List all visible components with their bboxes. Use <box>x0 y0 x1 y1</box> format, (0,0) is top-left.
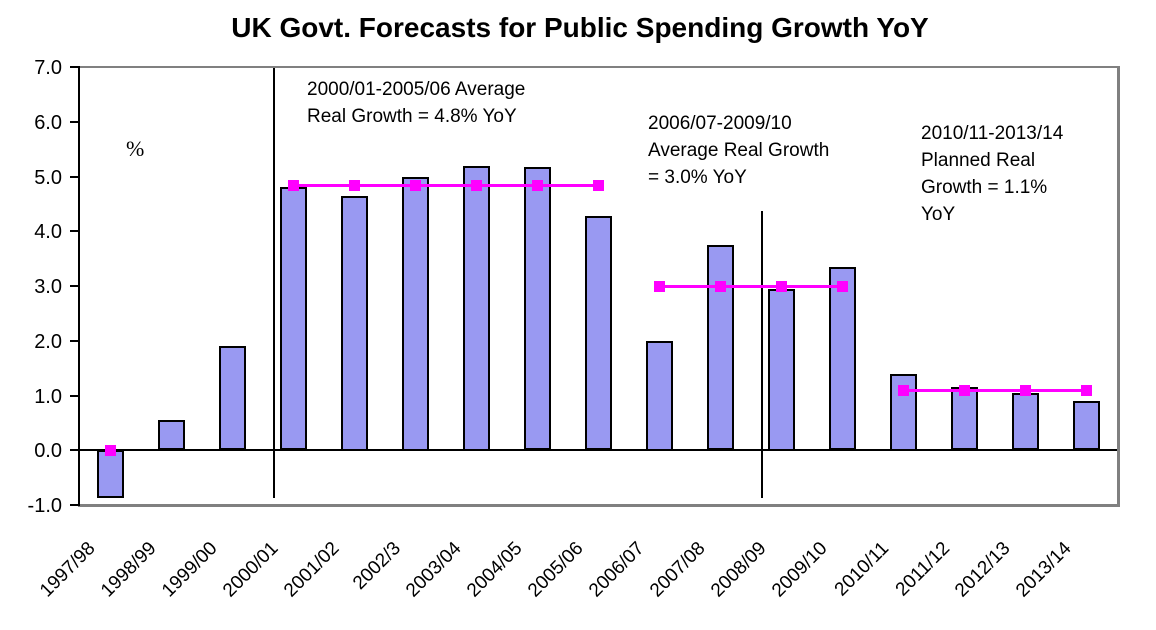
bar-2011-12 <box>951 387 978 450</box>
bar-2009-10 <box>829 267 856 450</box>
plot-frame-right <box>1117 66 1120 507</box>
average-marker <box>349 180 360 191</box>
y-axis-tick <box>70 66 78 68</box>
x-tick-label: 2011/12 <box>891 538 954 601</box>
average-line <box>904 389 1087 392</box>
y-axis-line <box>78 66 80 506</box>
average-marker <box>776 281 787 292</box>
x-tick-label: 2013/14 <box>1012 538 1076 602</box>
y-tick-label: 3.0 <box>34 276 62 298</box>
bar-2013-14 <box>1073 401 1100 450</box>
average-marker <box>715 281 726 292</box>
bar-2005-06 <box>585 216 612 450</box>
x-tick-label: 2000/01 <box>219 538 283 602</box>
x-tick-label: 2007/08 <box>646 538 710 602</box>
average-line <box>294 184 599 187</box>
average-marker <box>898 385 909 396</box>
y-tick-label: -1.0 <box>27 495 62 517</box>
bar-2012-13 <box>1012 393 1039 450</box>
x-tick-label: 2002/3 <box>348 538 405 594</box>
x-tick-label: 2004/05 <box>463 538 527 602</box>
x-tick-label: 1997/98 <box>36 538 100 602</box>
x-tick-label: 2003/04 <box>402 538 466 602</box>
period-separator-line <box>273 68 275 498</box>
bar-2001-02 <box>341 196 368 451</box>
period-annotation-2006-2009: 2006/07-2009/10 Average Real Growth = 3.… <box>648 113 830 188</box>
y-tick-label: 6.0 <box>34 112 62 134</box>
y-axis-tick <box>70 176 78 178</box>
x-axis-zero-line <box>80 449 1117 451</box>
bar-2000-01 <box>280 187 307 450</box>
bar-1997-98 <box>97 450 124 498</box>
y-axis-tick <box>70 121 78 123</box>
x-tick-label: 2009/10 <box>768 538 832 602</box>
plot-frame-bottom <box>78 504 1120 507</box>
y-axis-tick <box>70 285 78 287</box>
bar-1998-99 <box>158 420 185 450</box>
y-tick-label: 0.0 <box>34 440 62 462</box>
bar-2002-3 <box>402 177 429 451</box>
chart-title: UK Govt. Forecasts for Public Spending G… <box>231 12 929 43</box>
x-tick-label: 2008/09 <box>707 538 771 602</box>
bar-2004-05 <box>524 167 551 450</box>
y-axis-tick <box>70 230 78 232</box>
y-tick-label: 1.0 <box>34 386 62 408</box>
y-tick-label: 2.0 <box>34 331 62 353</box>
period-separator-line <box>761 211 763 498</box>
y-tick-label: 4.0 <box>34 221 62 243</box>
x-tick-label: 2006/07 <box>585 538 649 602</box>
x-tick-label: 2010/11 <box>830 538 893 601</box>
average-marker <box>1081 385 1092 396</box>
average-marker <box>593 180 604 191</box>
average-marker <box>288 180 299 191</box>
average-marker <box>654 281 665 292</box>
y-axis-tick <box>70 504 78 506</box>
average-marker <box>532 180 543 191</box>
average-line <box>660 285 843 288</box>
bar-2006-07 <box>646 341 673 451</box>
bar-2003-04 <box>463 166 490 451</box>
bar-2008-09 <box>768 289 795 451</box>
y-axis-tick <box>70 340 78 342</box>
x-tick-label: 2005/06 <box>524 538 588 602</box>
x-tick-label: 2001/02 <box>280 538 344 602</box>
average-marker <box>410 180 421 191</box>
x-tick-label: 1999/00 <box>158 538 222 602</box>
bar-1999-00 <box>219 346 246 450</box>
average-marker <box>837 281 848 292</box>
y-tick-label: 5.0 <box>34 167 62 189</box>
y-axis-tick <box>70 449 78 451</box>
average-marker <box>959 385 970 396</box>
average-marker <box>105 445 116 456</box>
y-axis-unit-label: % <box>126 136 145 161</box>
bar-2007-08 <box>707 245 734 450</box>
average-marker <box>471 180 482 191</box>
x-tick-label: 1998/99 <box>97 538 161 602</box>
period-annotation-2000-2005: 2000/01-2005/06 Average Real Growth = 4.… <box>307 79 526 127</box>
period-annotation-2010-2013: 2010/11-2013/14 Planned Real Growth = 1.… <box>921 123 1064 225</box>
y-axis-tick <box>70 395 78 397</box>
average-marker <box>1020 385 1031 396</box>
plot-frame-top <box>78 66 1120 68</box>
x-tick-label: 2012/13 <box>951 538 1015 602</box>
y-tick-label: 7.0 <box>34 57 62 79</box>
